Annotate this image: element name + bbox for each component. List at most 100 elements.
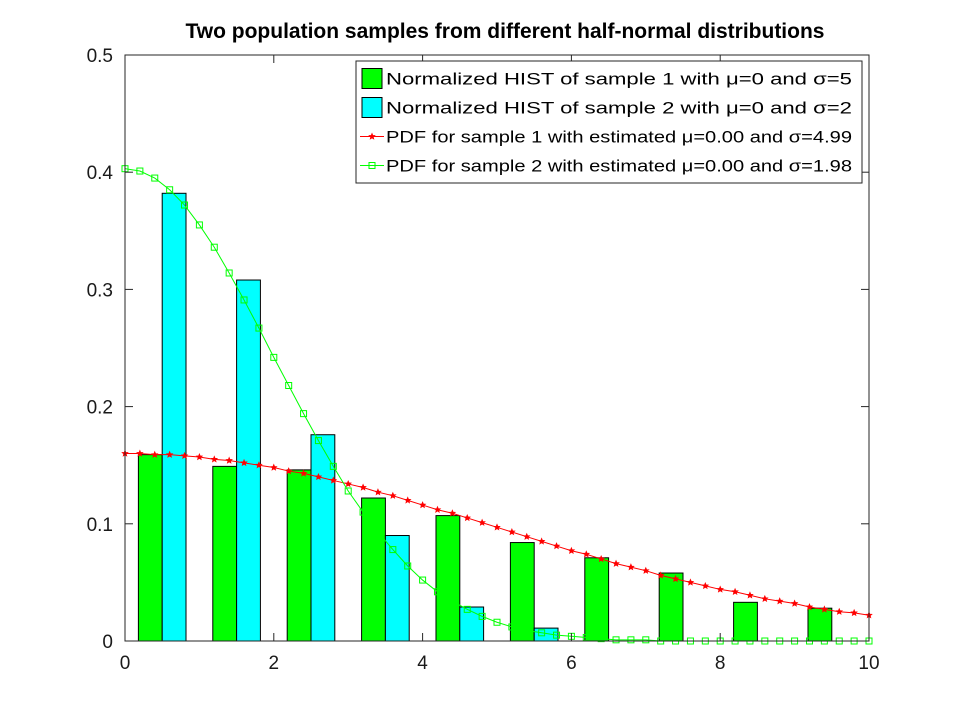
pdf-lines — [121, 165, 873, 645]
pdf-2-marker-23 — [448, 597, 456, 605]
legend-swatch-2 — [361, 97, 383, 118]
pdf-2-marker-34 — [612, 636, 620, 644]
pdf-2-marker-33 — [597, 635, 605, 643]
bar-series-1-bin-8 — [658, 572, 684, 642]
pdf-1-marker-46 — [790, 599, 799, 607]
pdf-1-marker-20 — [403, 496, 412, 504]
y-tick-label-4: 0.3 — [87, 280, 113, 301]
pdf-1-marker-5 — [180, 451, 189, 460]
pdf-1-marker-25 — [478, 518, 486, 526]
x-tick-label-4: 6 — [566, 653, 577, 674]
pdf-1-marker-29 — [537, 537, 546, 545]
bar-series-2-bin-3 — [310, 434, 336, 642]
pdf-1-marker-42 — [731, 587, 739, 595]
pdf-2-marker-13 — [300, 410, 308, 418]
chart-title: Two population samples from different ha… — [186, 20, 825, 43]
y-tick-label-2: 0.1 — [87, 515, 113, 536]
pdf-1-marker-33 — [597, 554, 605, 563]
legend: Normalized HIST of sample 1 with μ=0 and… — [355, 60, 863, 184]
pdf-1-marker-30 — [552, 542, 561, 550]
pdf-1-marker-27 — [508, 528, 516, 536]
pdf-1-marker-36 — [642, 566, 650, 574]
x-tick-label-2: 2 — [269, 653, 280, 674]
pdf-2-marker-11 — [270, 353, 278, 361]
pdf-2-marker-7 — [210, 243, 218, 251]
pdf-1-marker-6 — [195, 453, 204, 461]
x-tick-label-3: 4 — [417, 653, 428, 674]
pdf-1-marker-35 — [627, 563, 635, 571]
pdf-1-marker-28 — [522, 532, 531, 540]
pdf-1-marker-49 — [835, 607, 844, 615]
bar-series-1-bin-1 — [137, 454, 163, 642]
y-tick-label-1: 0 — [102, 632, 113, 653]
pdf-2-marker-30 — [553, 631, 561, 639]
pdf-1-marker-14 — [314, 472, 323, 481]
pdf-1-marker-31 — [567, 546, 576, 554]
pdf-2-marker-2 — [136, 167, 144, 175]
pdf-1-marker-19 — [389, 491, 397, 499]
pdf-2-marker-16 — [344, 487, 352, 495]
axes: 0 2 4 6 8 10 0 0.1 0.2 0.3 0.4 0.5 — [87, 46, 880, 674]
pdf-2-marker-10 — [255, 324, 263, 332]
y-tick-label-6: 0.5 — [87, 46, 113, 67]
bar-series-1-bin-7 — [584, 557, 610, 642]
pdf-2-marker-15 — [329, 462, 337, 470]
pdf-2-marker-36 — [642, 636, 650, 644]
legend-swatch-1 — [361, 68, 383, 89]
pdf-1-marker-13 — [299, 469, 308, 477]
pdf-2-marker-4 — [166, 186, 174, 194]
pdf-2-marker-29 — [538, 629, 546, 637]
bar-series-2-bin-2 — [236, 279, 261, 642]
pdf-1-marker-23 — [448, 509, 457, 517]
y-tick-label-5: 0.4 — [87, 163, 114, 184]
legend-box — [355, 60, 863, 184]
pdf-2-marker-21 — [419, 576, 427, 584]
pdf-1-marker-17 — [359, 483, 367, 491]
x-tick-label-5: 8 — [715, 653, 726, 674]
pdf-2-marker-3 — [151, 174, 159, 182]
bar-series-1-bin-4 — [361, 497, 386, 642]
pdf-2-marker-26 — [493, 618, 501, 626]
bar-series-2-bin-5 — [459, 606, 485, 642]
pdf-2-marker-20 — [404, 562, 412, 570]
pdf-2-marker-24 — [463, 605, 471, 613]
pdf-1-marker-8 — [225, 456, 233, 464]
pdf-1-marker-11 — [270, 463, 278, 471]
pdf-1-marker-10 — [255, 461, 263, 469]
pdf-1-marker-9 — [240, 458, 248, 467]
pdf-1-marker-44 — [761, 594, 769, 603]
pdf-2-marker-17 — [359, 508, 367, 516]
pdf-1-marker-2 — [136, 449, 144, 457]
pdf-1-marker-40 — [701, 581, 710, 590]
pdf-1-marker-38 — [671, 574, 680, 583]
legend-marker-3 — [368, 132, 376, 140]
pdf-2-marker-18 — [374, 528, 382, 536]
pdf-1-marker-21 — [418, 501, 427, 509]
pdf-2-marker-8 — [225, 269, 233, 277]
pdf-1-marker-26 — [493, 523, 501, 531]
legend-label-3: PDF for sample 1 with estimated μ=0.00 a… — [386, 128, 852, 147]
pdf-2-marker-25 — [478, 612, 486, 620]
x-tick-label-1: 0 — [120, 653, 131, 674]
pdf-2-marker-28 — [523, 626, 531, 634]
bar-series-1-bin-9 — [733, 601, 758, 642]
pdf-2-marker-27 — [508, 623, 516, 631]
pdf-1-marker-37 — [656, 571, 665, 579]
pdf-1-marker-18 — [374, 488, 382, 496]
pdf-2-marker-9 — [240, 296, 248, 304]
pdf-1-marker-50 — [850, 608, 858, 617]
pdf-1-marker-4 — [165, 450, 174, 458]
pdf-2-marker-35 — [627, 636, 635, 644]
pdf-1-marker-7 — [210, 455, 219, 463]
legend-marker-4 — [368, 162, 376, 169]
pdf-2-marker-6 — [195, 221, 203, 229]
pdf-2-marker-5 — [181, 201, 189, 209]
bar-series-1-bin-5 — [435, 515, 461, 642]
y-tick-label-3: 0.2 — [87, 398, 113, 419]
pdf-1-marker-32 — [582, 550, 591, 558]
bar-series-1-bin-10 — [807, 607, 833, 642]
pdf-1-marker-47 — [805, 603, 814, 611]
pdf-2-marker-32 — [582, 633, 590, 641]
